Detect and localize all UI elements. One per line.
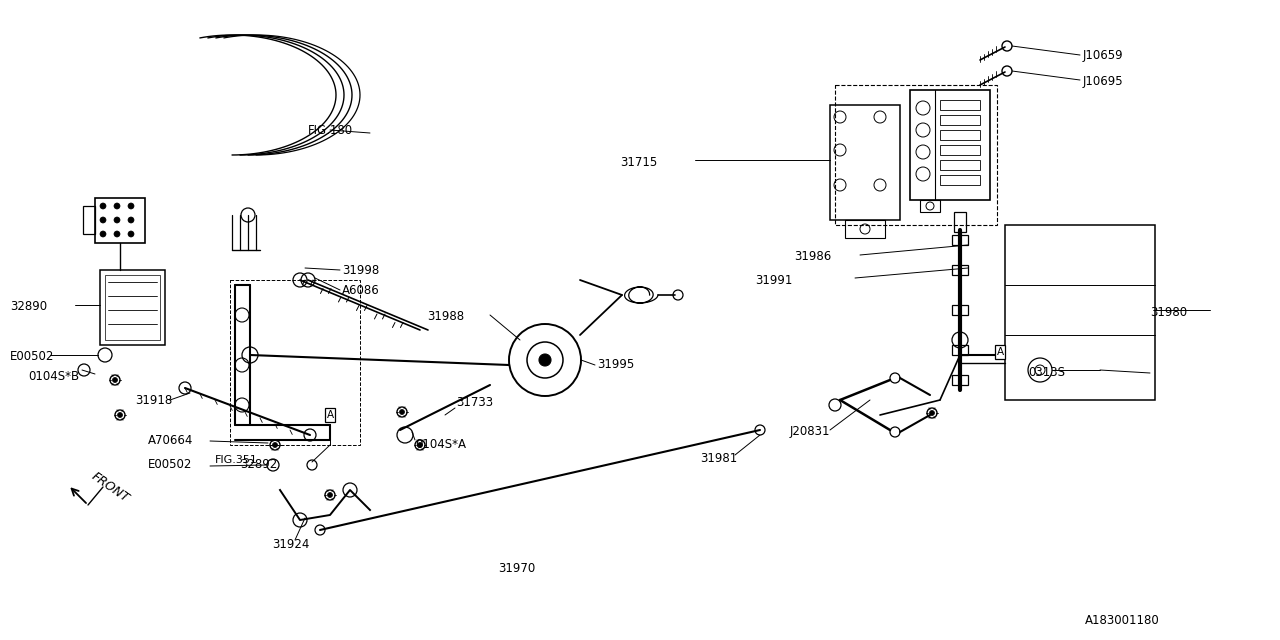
Circle shape (114, 203, 120, 209)
Text: 31988: 31988 (428, 310, 465, 323)
Text: 31715: 31715 (620, 157, 657, 170)
Circle shape (100, 231, 106, 237)
Text: 31998: 31998 (342, 264, 379, 276)
Bar (954, 212, 966, 232)
Circle shape (128, 217, 134, 223)
Text: 0104S*B: 0104S*B (28, 371, 79, 383)
Text: A6086: A6086 (342, 285, 380, 298)
Circle shape (273, 442, 278, 447)
Text: 32892: 32892 (241, 458, 278, 472)
Text: 31981: 31981 (700, 451, 737, 465)
Bar (940, 100, 980, 110)
Text: FRONT: FRONT (90, 470, 132, 505)
Circle shape (929, 410, 934, 415)
Bar (230, 280, 360, 445)
Circle shape (328, 493, 333, 497)
Text: 31924: 31924 (273, 538, 310, 552)
Text: E00502: E00502 (10, 351, 54, 364)
Text: J10659: J10659 (1083, 49, 1124, 63)
Text: A183001180: A183001180 (1085, 614, 1160, 627)
Text: 31986: 31986 (794, 250, 831, 264)
Bar (835, 85, 997, 225)
Text: A: A (326, 410, 334, 420)
Text: J10695: J10695 (1083, 74, 1124, 88)
Bar (952, 345, 968, 355)
Bar (940, 175, 980, 185)
Bar (1005, 225, 1155, 400)
Bar (952, 235, 968, 245)
Circle shape (114, 231, 120, 237)
Circle shape (417, 442, 422, 447)
Bar (940, 160, 980, 170)
Circle shape (114, 217, 120, 223)
Bar (940, 145, 980, 155)
Circle shape (100, 217, 106, 223)
Text: A70664: A70664 (148, 433, 193, 447)
Bar (100, 270, 165, 345)
Circle shape (113, 378, 118, 383)
Text: 31980: 31980 (1149, 305, 1187, 319)
Circle shape (399, 410, 404, 415)
Text: 0313S: 0313S (1028, 365, 1065, 378)
Circle shape (128, 203, 134, 209)
Text: 31991: 31991 (755, 273, 792, 287)
Bar (940, 115, 980, 125)
Text: 0104S*A: 0104S*A (415, 438, 466, 451)
Text: FIG.351: FIG.351 (215, 455, 257, 465)
Text: 31918: 31918 (134, 394, 173, 406)
Text: 32890: 32890 (10, 301, 47, 314)
Circle shape (118, 413, 123, 417)
Circle shape (539, 354, 550, 366)
Bar (952, 375, 968, 385)
Bar (95, 198, 145, 243)
Bar (910, 90, 989, 200)
Text: E00502: E00502 (148, 458, 192, 472)
Text: FIG.180: FIG.180 (308, 124, 353, 136)
Text: 31995: 31995 (596, 358, 635, 371)
Bar (83, 206, 95, 234)
Bar (940, 130, 980, 140)
Bar (105, 275, 160, 340)
Bar (920, 200, 940, 212)
Text: A: A (996, 347, 1004, 357)
Circle shape (100, 203, 106, 209)
Bar (845, 220, 884, 238)
Circle shape (128, 231, 134, 237)
Text: 31970: 31970 (498, 561, 535, 575)
Bar (829, 105, 900, 220)
Bar (952, 265, 968, 275)
Text: 31733: 31733 (456, 396, 493, 408)
Bar (952, 305, 968, 315)
Text: J20831: J20831 (790, 426, 831, 438)
